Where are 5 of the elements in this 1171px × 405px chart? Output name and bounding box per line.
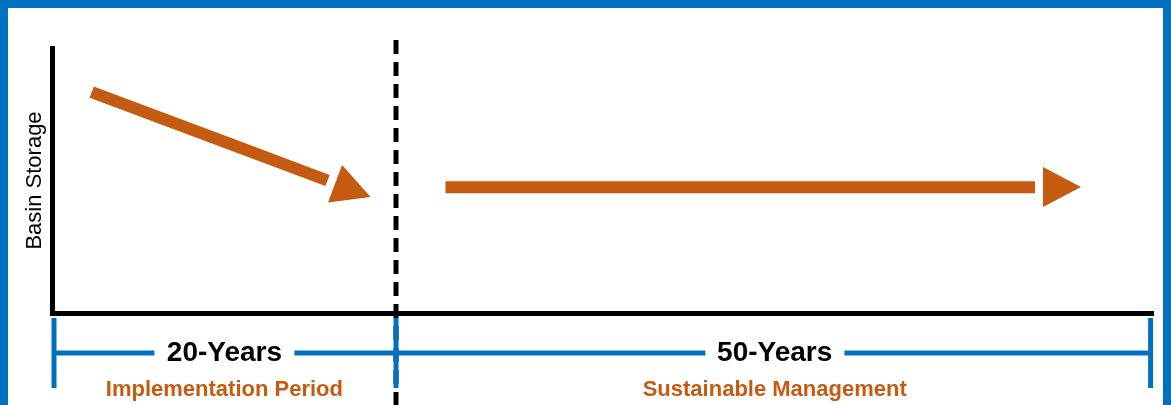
text: 20-Years <box>154 336 295 367</box>
text: Sustainable Management <box>642 376 907 401</box>
y-axis-title: Basin Storage <box>21 111 47 250</box>
text: Implementation Period <box>105 376 343 401</box>
text: 50-Years <box>705 336 845 367</box>
